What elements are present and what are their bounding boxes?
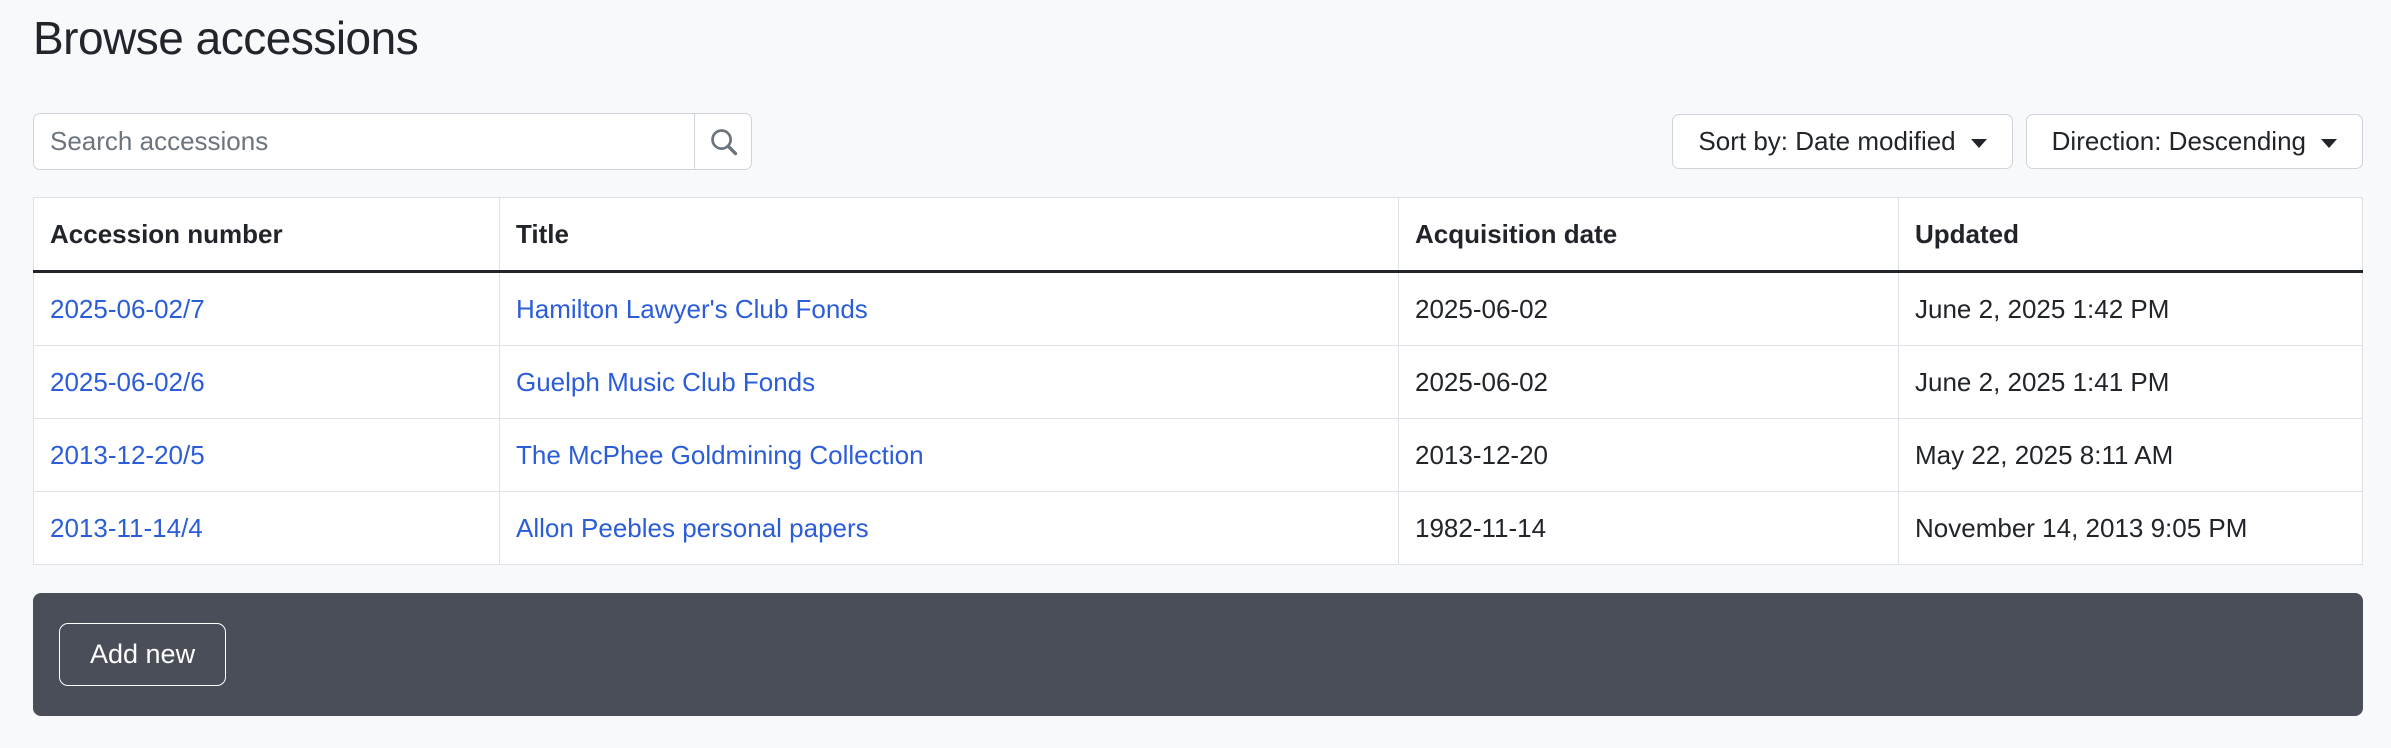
toolbar: Sort by: Date modified Direction: Descen… xyxy=(33,113,2363,170)
accession-number-link[interactable]: 2013-12-20/5 xyxy=(50,440,205,470)
add-new-button[interactable]: Add new xyxy=(59,623,227,686)
table-row: 2013-11-14/4 Allon Peebles personal pape… xyxy=(33,491,2363,565)
updated-cell: May 22, 2025 8:11 AM xyxy=(1898,418,2363,492)
page-title: Browse accessions xyxy=(33,12,419,64)
title-link[interactable]: Guelph Music Club Fonds xyxy=(516,367,816,397)
updated-cell: June 2, 2025 1:42 PM xyxy=(1898,271,2363,346)
acquisition-date-cell: 2025-06-02 xyxy=(1398,271,1899,346)
acquisition-date-cell: 1982-11-14 xyxy=(1398,491,1899,565)
browse-accessions-page: Browse accessions Sort by: Date modified… xyxy=(0,10,2391,716)
accession-number-link[interactable]: 2013-11-14/4 xyxy=(50,513,203,543)
chevron-down-icon xyxy=(1970,139,1987,148)
search-input[interactable] xyxy=(33,113,694,170)
title-link[interactable]: The McPhee Goldmining Collection xyxy=(516,440,924,470)
accessions-table: Accession number Title Acquisition date … xyxy=(33,197,2363,565)
direction-dropdown[interactable]: Direction: Descending xyxy=(2025,114,2363,169)
direction-label: Direction: Descending xyxy=(2051,126,2306,156)
sort-by-label: Sort by: Date modified xyxy=(1698,126,1956,156)
sort-by-dropdown[interactable]: Sort by: Date modified xyxy=(1672,114,2013,169)
search-icon xyxy=(710,129,737,156)
accession-number-link[interactable]: 2025-06-02/6 xyxy=(50,367,205,397)
chevron-down-icon xyxy=(2321,139,2337,148)
column-header-title: Title xyxy=(499,197,1399,273)
table-row: 2025-06-02/7 Hamilton Lawyer's Club Fond… xyxy=(33,271,2363,346)
table-row: 2013-12-20/5 The McPhee Goldmining Colle… xyxy=(33,418,2363,492)
updated-cell: June 2, 2025 1:41 PM xyxy=(1898,345,2363,419)
search-button[interactable] xyxy=(694,113,752,170)
title-link[interactable]: Hamilton Lawyer's Club Fonds xyxy=(516,294,868,324)
table-header-row: Accession number Title Acquisition date … xyxy=(33,197,2363,273)
table-row: 2025-06-02/6 Guelph Music Club Fonds 202… xyxy=(33,345,2363,419)
action-bar: Add new xyxy=(33,593,2363,716)
column-header-updated: Updated xyxy=(1898,197,2363,273)
updated-cell: November 14, 2013 9:05 PM xyxy=(1898,491,2363,565)
acquisition-date-cell: 2013-12-20 xyxy=(1398,418,1899,492)
sort-controls: Sort by: Date modified Direction: Descen… xyxy=(1672,114,2363,169)
acquisition-date-cell: 2025-06-02 xyxy=(1398,345,1899,419)
column-header-accession-number: Accession number xyxy=(33,197,500,273)
search-group xyxy=(33,113,752,170)
accession-number-link[interactable]: 2025-06-02/7 xyxy=(50,294,205,324)
column-header-acquisition-date: Acquisition date xyxy=(1398,197,1899,273)
title-link[interactable]: Allon Peebles personal papers xyxy=(516,513,869,543)
